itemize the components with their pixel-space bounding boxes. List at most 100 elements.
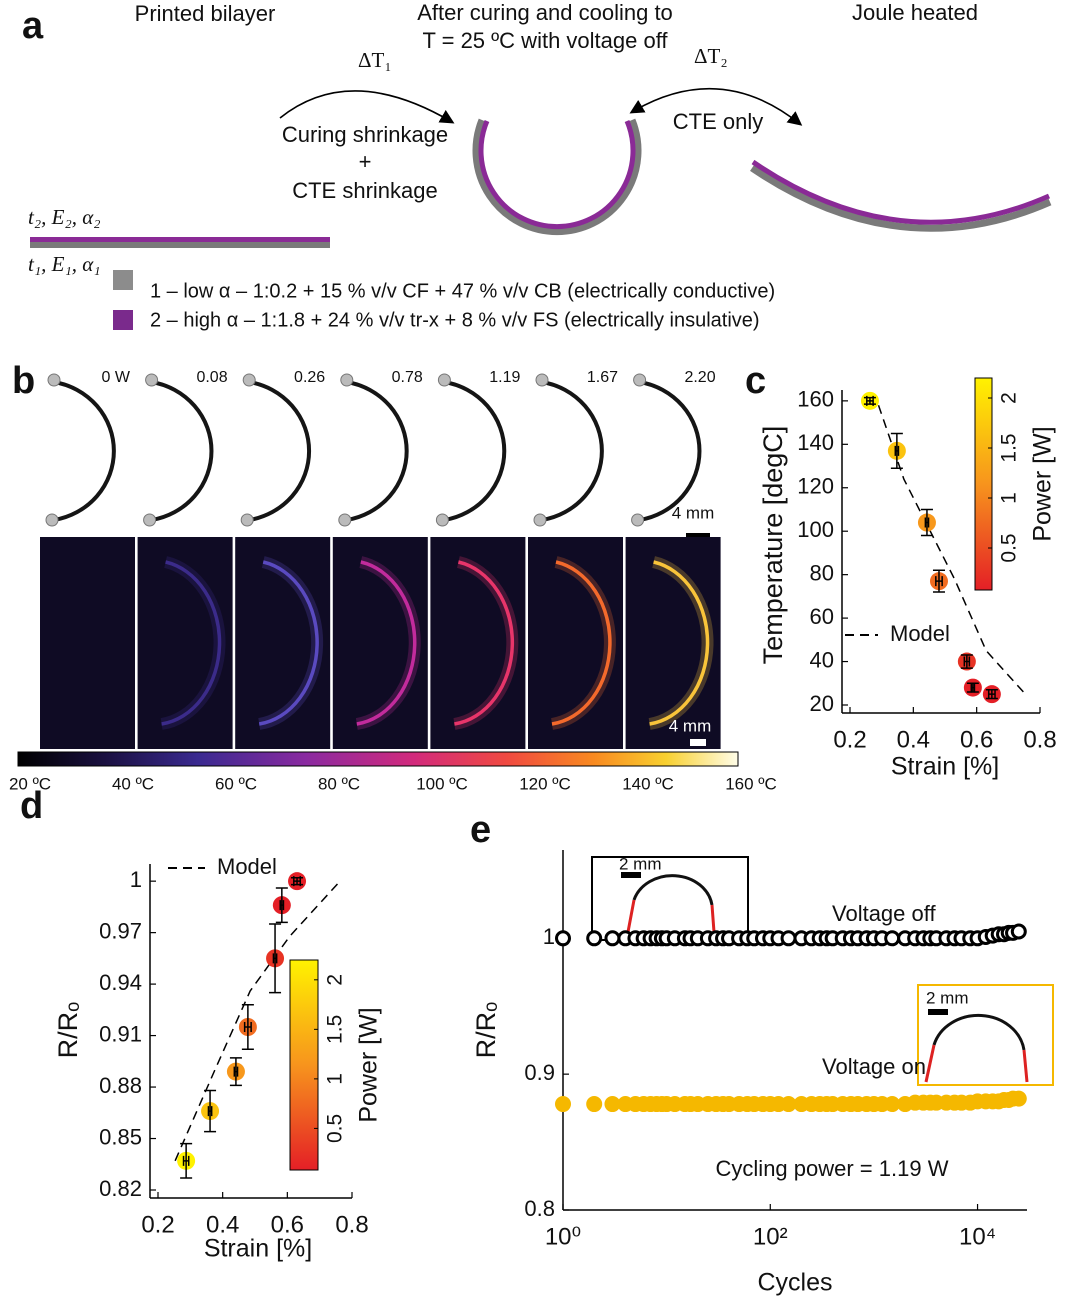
scale-label: 4 mm — [669, 716, 712, 735]
panel-letter: a — [22, 5, 44, 47]
x-tick-label: 10² — [753, 1223, 788, 1250]
clamp — [631, 513, 645, 527]
panel-title: After curing and cooling to — [417, 0, 673, 25]
inset-frame — [591, 856, 749, 941]
panel-title: Joule heated — [852, 0, 978, 25]
colorbar-label: 100 ºC — [416, 774, 468, 793]
y-tick-label: 1 — [130, 867, 142, 892]
y-tick-label: 0.91 — [99, 1021, 142, 1046]
colorbar-tick-label: 0.5 — [998, 533, 1021, 562]
y-tick-label: 40 — [810, 647, 834, 672]
data-point — [780, 1096, 797, 1113]
thermal-sample — [649, 560, 710, 726]
inset-wire — [626, 899, 716, 933]
x-tick-label: 0.4 — [897, 726, 930, 753]
data-point — [586, 1096, 603, 1113]
x-tick-label: 10⁴ — [959, 1223, 996, 1250]
delta-label: ΔT₁ — [358, 48, 392, 72]
inset-label: 2 mm — [619, 854, 662, 873]
y-axis-label: Temperature [degC] — [758, 426, 788, 665]
panel-title: Printed bilayer — [135, 1, 276, 26]
x-error-bar — [970, 682, 976, 693]
colorbar-label: 40 ºC — [112, 774, 154, 793]
clamp — [533, 513, 547, 527]
x-error-bar — [924, 517, 930, 528]
data-point — [604, 1096, 621, 1113]
panel-letter: c — [745, 360, 766, 402]
inset-label: 2 mm — [926, 988, 969, 1007]
model-line — [877, 404, 1028, 697]
x-error-bar — [894, 445, 900, 456]
x-tick-label: 0.2 — [833, 726, 866, 753]
legend-text: 2 – high α – 1:1.8 + 24 % v/v tr-x + 8 %… — [150, 309, 760, 331]
layer-label: t₂, E₂, α₂ — [28, 205, 101, 229]
y-axis-label: R/Rₒ — [471, 1002, 501, 1059]
thermal-sample — [356, 560, 417, 726]
data-point — [586, 930, 603, 947]
arrow-text: CTE only — [673, 109, 763, 134]
clamp — [340, 373, 354, 387]
colorbar-label: 60 ºC — [215, 774, 257, 793]
y-axis-label: R/Rₒ — [53, 1002, 83, 1059]
sample-photo — [444, 380, 507, 522]
sample-photo — [151, 380, 214, 522]
clamp — [242, 373, 256, 387]
thermal-sample — [551, 560, 612, 726]
panel-a: a Printed bilayer After curing and cooli… — [22, 0, 1052, 331]
panel-letter: b — [12, 360, 35, 402]
clamp — [435, 513, 449, 527]
power-label: 1.19 — [489, 369, 520, 386]
legend-text: Model — [890, 621, 950, 646]
colorbar-tick-label: 1 — [998, 492, 1021, 504]
thermal-sample — [454, 560, 515, 726]
colorbar-tick-label: 1.5 — [324, 1015, 347, 1044]
colorbar-label: 120 ºC — [519, 774, 571, 793]
sample-photo — [53, 380, 116, 522]
series-label: Voltage off — [832, 901, 936, 926]
y-tick-label: 0.85 — [99, 1124, 142, 1149]
sample-photo — [639, 380, 702, 522]
inset-off: 2 mm — [591, 854, 749, 941]
y-tick-label: 60 — [810, 604, 834, 629]
x-error-bar — [963, 656, 971, 667]
power-label: 2.20 — [684, 369, 715, 386]
y-tick-label: 100 — [797, 517, 834, 542]
delta-label: ΔT₂ — [694, 44, 728, 68]
scale-bar — [690, 739, 706, 746]
x-error-bar — [279, 900, 285, 911]
annotation: Cycling power = 1.19 W — [716, 1156, 949, 1181]
bilayer-heated — [751, 159, 1051, 225]
y-tick-label: 20 — [810, 691, 834, 716]
y-tick-label: 160 — [797, 387, 834, 412]
colorbar-tick-label: 2 — [324, 974, 347, 986]
bilayer-curled — [478, 120, 636, 230]
bilayer-heated — [750, 165, 1052, 232]
x-tick-label: 0.4 — [206, 1211, 239, 1238]
colorbar-label: 20 ºC — [9, 774, 51, 793]
x-tick-label: 0.6 — [271, 1211, 304, 1238]
temperature-colorbar — [17, 751, 739, 767]
colorbar-label: Power [W] — [355, 1007, 383, 1122]
scale-bar — [928, 1009, 948, 1015]
data-point — [555, 1096, 571, 1113]
legend-text: Model — [217, 854, 277, 879]
x-error-bar — [293, 876, 302, 887]
x-axis-label: Strain [%] — [891, 753, 999, 781]
clamp — [437, 373, 451, 387]
colorbar-label: 160 ºC — [725, 774, 777, 793]
inset-on: 2 mm — [917, 984, 1054, 1086]
layer-label: t₁, E₁, α₁ — [28, 252, 101, 276]
inset-wire — [924, 1044, 1029, 1083]
colorbar-tick-label: 0.5 — [324, 1114, 347, 1143]
colorbar-label: Power [W] — [1029, 426, 1057, 541]
y-tick-label: 140 — [797, 430, 834, 455]
x-tick-label: 10⁰ — [545, 1223, 581, 1250]
clamp — [535, 373, 549, 387]
x-axis-label: Cycles — [757, 1269, 832, 1297]
y-tick-label: 1 — [543, 924, 555, 949]
power-label: 0.26 — [294, 369, 325, 386]
thermal-image — [40, 537, 135, 749]
legend-swatch — [113, 310, 133, 330]
x-error-bar — [243, 1022, 252, 1032]
